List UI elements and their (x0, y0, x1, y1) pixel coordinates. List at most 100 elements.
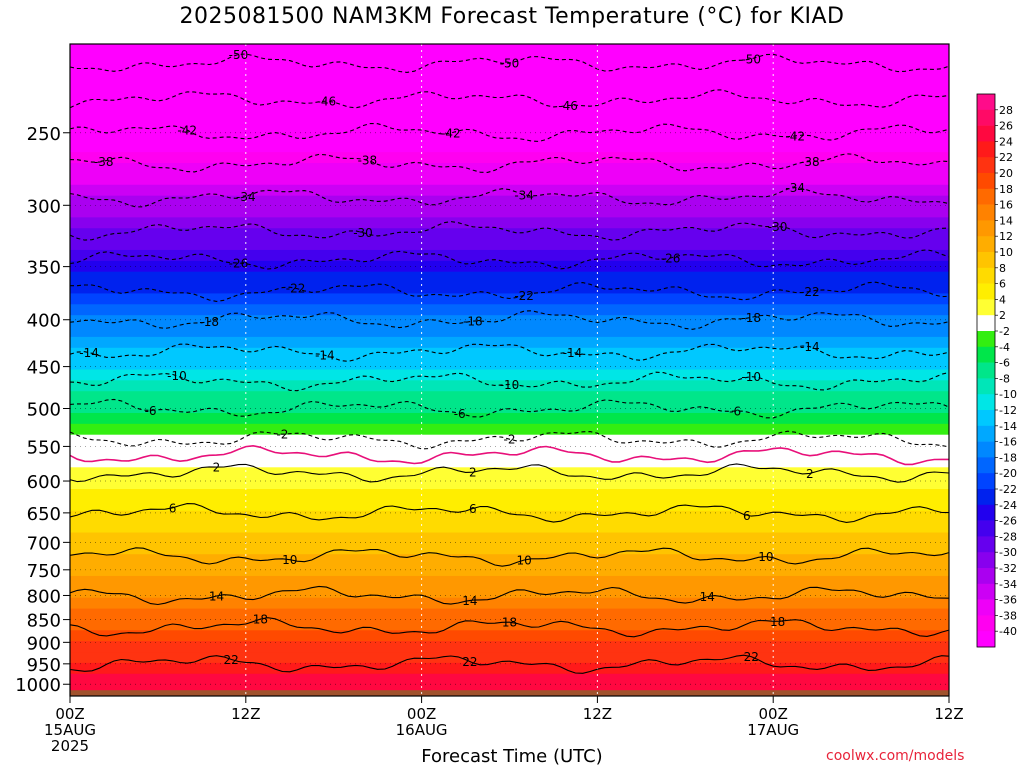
contour-label: 14 (209, 590, 224, 604)
heatmap-band (70, 271, 949, 284)
heatmap-band (70, 304, 949, 317)
contour-label: -38 (800, 155, 820, 169)
heatmap-band (70, 499, 949, 512)
x-tick-label: 16AUG (396, 721, 448, 739)
y-tick-label: 500 (27, 400, 61, 421)
colorbar-swatch (977, 583, 995, 600)
credit-link[interactable]: coolwx.com/models (826, 748, 965, 764)
colorbar-label: -6 (999, 357, 1010, 370)
colorbar-label: 6 (999, 278, 1006, 291)
heatmap-band (70, 619, 949, 632)
contour-label: -14 (800, 340, 820, 354)
colorbar-swatch (977, 568, 995, 585)
colorbar-swatch (977, 315, 995, 332)
colorbar-swatch (977, 299, 995, 316)
contour-line-minus14 (70, 343, 949, 362)
contour-label: -42 (785, 129, 805, 143)
contour-line-minus18 (70, 310, 949, 330)
heatmap-band (70, 282, 949, 295)
chart-title: 2025081500 NAM3KM Forecast Temperature (… (179, 4, 845, 29)
colorbar-swatch (977, 346, 995, 363)
contour-line-22 (70, 654, 949, 674)
contour-label: -10 (741, 370, 761, 384)
heatmap-band (70, 521, 949, 534)
colorbar-frame (976, 93, 996, 648)
contour-label: -2 (504, 433, 516, 447)
y-tick-label: 800 (27, 586, 61, 607)
heatmap-band (70, 326, 949, 338)
colorbar-label: -2 (999, 325, 1010, 338)
heatmap-band (70, 358, 949, 371)
colorbar-label: 22 (999, 151, 1013, 164)
contour-line-14 (70, 585, 949, 606)
contour-line-minus2 (70, 430, 949, 450)
colorbar-swatch (977, 204, 995, 221)
contour-line-minus38 (70, 153, 949, 173)
heatmap-band (70, 184, 949, 197)
contour-label: -22 (800, 285, 820, 299)
colorbar-swatch (977, 457, 995, 474)
heatmap-band (70, 662, 949, 675)
colorbar-swatch (977, 425, 995, 442)
y-tick-label: 600 (27, 472, 61, 493)
contour-label: -26 (229, 257, 249, 271)
heatmap-band (70, 293, 949, 306)
x-axis-label: Forecast Time (UTC) (421, 746, 603, 767)
y-tick-label: 1000 (15, 675, 61, 696)
heatmap-band (70, 597, 949, 610)
contour-label: -18 (199, 315, 219, 329)
heatmap-band (70, 315, 949, 328)
colorbar-label: -24 (999, 499, 1017, 512)
colorbar-swatch (977, 552, 995, 569)
heatmap-band (70, 173, 949, 186)
isotherm-contours: -50 -50 -50 -46 -46 -42 -42 -42 -38 -38 -38 -34 -34 -… (70, 48, 949, 674)
heatmap-band (70, 108, 949, 121)
colorbar-label: -36 (999, 594, 1017, 607)
heatmap-band (70, 641, 949, 654)
colorbar-swatch (977, 615, 995, 632)
contour-label: 22 (224, 653, 239, 667)
contour-line-minus34 (70, 186, 949, 208)
y-tick-label: 900 (27, 633, 61, 654)
x-tick-label: 15AUG (44, 721, 96, 739)
contour-label: -14 (315, 349, 335, 363)
colorbar-swatch (977, 599, 995, 616)
contour-label: -34 (236, 190, 256, 204)
contour-label: -30 (768, 220, 788, 234)
contour-label: -10 (500, 378, 520, 392)
contour-line-minus42 (70, 122, 949, 142)
y-tick-label: 450 (27, 358, 61, 379)
contour-label: 22 (462, 655, 477, 669)
contour-label: 18 (770, 615, 785, 629)
temperature-heatmap (70, 44, 949, 696)
contour-label: 14 (462, 594, 477, 608)
contour-label: 10 (517, 553, 532, 567)
ground-strip (70, 690, 949, 696)
colorbar-label: -20 (999, 467, 1017, 480)
colorbar-swatch (977, 520, 995, 537)
colorbar-swatch (977, 267, 995, 284)
contour-label: -14 (563, 346, 583, 360)
y-tick-label: 700 (27, 533, 61, 554)
y-tick-label: 750 (27, 561, 61, 582)
colorbar-label: -26 (999, 515, 1017, 528)
heatmap-band (70, 467, 949, 480)
heatmap-band (70, 76, 949, 88)
heatmap-band (70, 423, 949, 436)
contour-label: -18 (741, 311, 761, 325)
colorbar-swatch (977, 394, 995, 411)
heatmap-band (70, 152, 949, 165)
heatmap-band (70, 445, 949, 458)
heatmap-band (70, 119, 949, 132)
contour-label: -10 (167, 369, 187, 383)
contour-label: -42 (177, 124, 197, 138)
contour-label: -2 (276, 428, 288, 442)
colorbar-label: 12 (999, 230, 1013, 243)
heatmap-band (70, 412, 949, 425)
contour-label: -38 (358, 154, 378, 168)
plot-frame (69, 43, 950, 697)
contour-label: -34 (514, 188, 534, 202)
heatmap-band (70, 44, 949, 56)
